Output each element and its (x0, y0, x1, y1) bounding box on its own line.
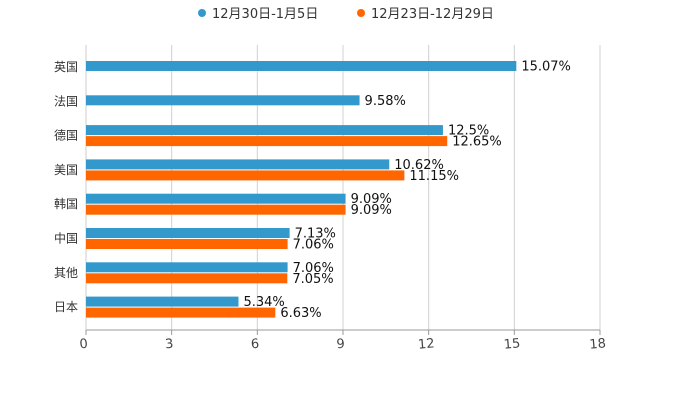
x-tick-label: 18 (589, 336, 607, 352)
bar-series-2 (86, 273, 288, 284)
category-label: 德国 (54, 128, 78, 143)
category-label: 英国 (54, 60, 78, 74)
category-label: 中国 (54, 231, 78, 246)
data-label-series-1: 9.58% (365, 94, 406, 109)
legend: 12月30日-1月5日 12月23日-12月29日 (198, 7, 494, 22)
x-tick-label: 6 (250, 337, 260, 353)
category-label: 韩国 (54, 196, 78, 211)
data-label-series-1: 5.34% (243, 295, 284, 310)
category-label: 日本 (54, 300, 78, 314)
bar-series-1 (86, 125, 443, 136)
data-label-series-2: 12.65% (452, 135, 502, 150)
bars (86, 61, 517, 318)
x-tick-label: 9 (336, 337, 346, 353)
bar-series-2 (86, 136, 448, 147)
legend-label-series-2: 12月23日-12月29日 (371, 7, 494, 22)
data-label-series-1: 12.5% (448, 124, 489, 139)
data-label-series-2: 6.63% (280, 306, 321, 321)
bar-series-1 (86, 193, 346, 204)
bar-series-1 (86, 228, 290, 238)
data-label-series-1: 10.62% (394, 158, 444, 173)
data-label-series-1: 7.13% (295, 227, 336, 242)
data-label-series-2: 11.15% (409, 169, 459, 184)
bar-series-1 (86, 159, 390, 170)
x-tick-label: 0 (79, 337, 89, 353)
data-label-series-2: 7.06% (293, 238, 334, 253)
x-tick-label: 12 (417, 336, 435, 352)
bar-series-1 (86, 61, 517, 71)
bar-series-1 (86, 95, 360, 106)
legend-marker-series-2 (357, 9, 365, 17)
x-tick-label: 3 (165, 337, 175, 353)
legend-marker-series-1 (198, 9, 206, 17)
data-labels: 15.07% 9.58% 12.5%12.65% 10.62%11.15% 9.09%9… (243, 60, 570, 322)
x-axis: 0 3 6 9 12 15 18 (79, 45, 607, 353)
data-label-series-2: 7.05% (292, 272, 333, 287)
data-label-series-1: 15.07% (521, 60, 571, 75)
category-label: 其他 (54, 266, 78, 280)
x-tick-label: 15 (503, 336, 521, 352)
bar-series-1 (86, 262, 288, 273)
category-label: 美国 (54, 163, 78, 177)
data-label-series-1: 9.09% (351, 192, 392, 207)
bar-series-2 (86, 170, 405, 181)
gridlines (85, 45, 601, 330)
bar-series-2 (86, 204, 346, 215)
legend-label-series-1: 12月30日-1月5日 (212, 7, 318, 22)
bar-series-1 (86, 296, 239, 307)
category-label: 法国 (54, 94, 78, 108)
data-label-series-1: 7.06% (293, 261, 334, 276)
bar-series-2 (86, 307, 276, 318)
bar-series-2 (86, 239, 288, 249)
data-label-series-2: 9.09% (351, 203, 392, 218)
